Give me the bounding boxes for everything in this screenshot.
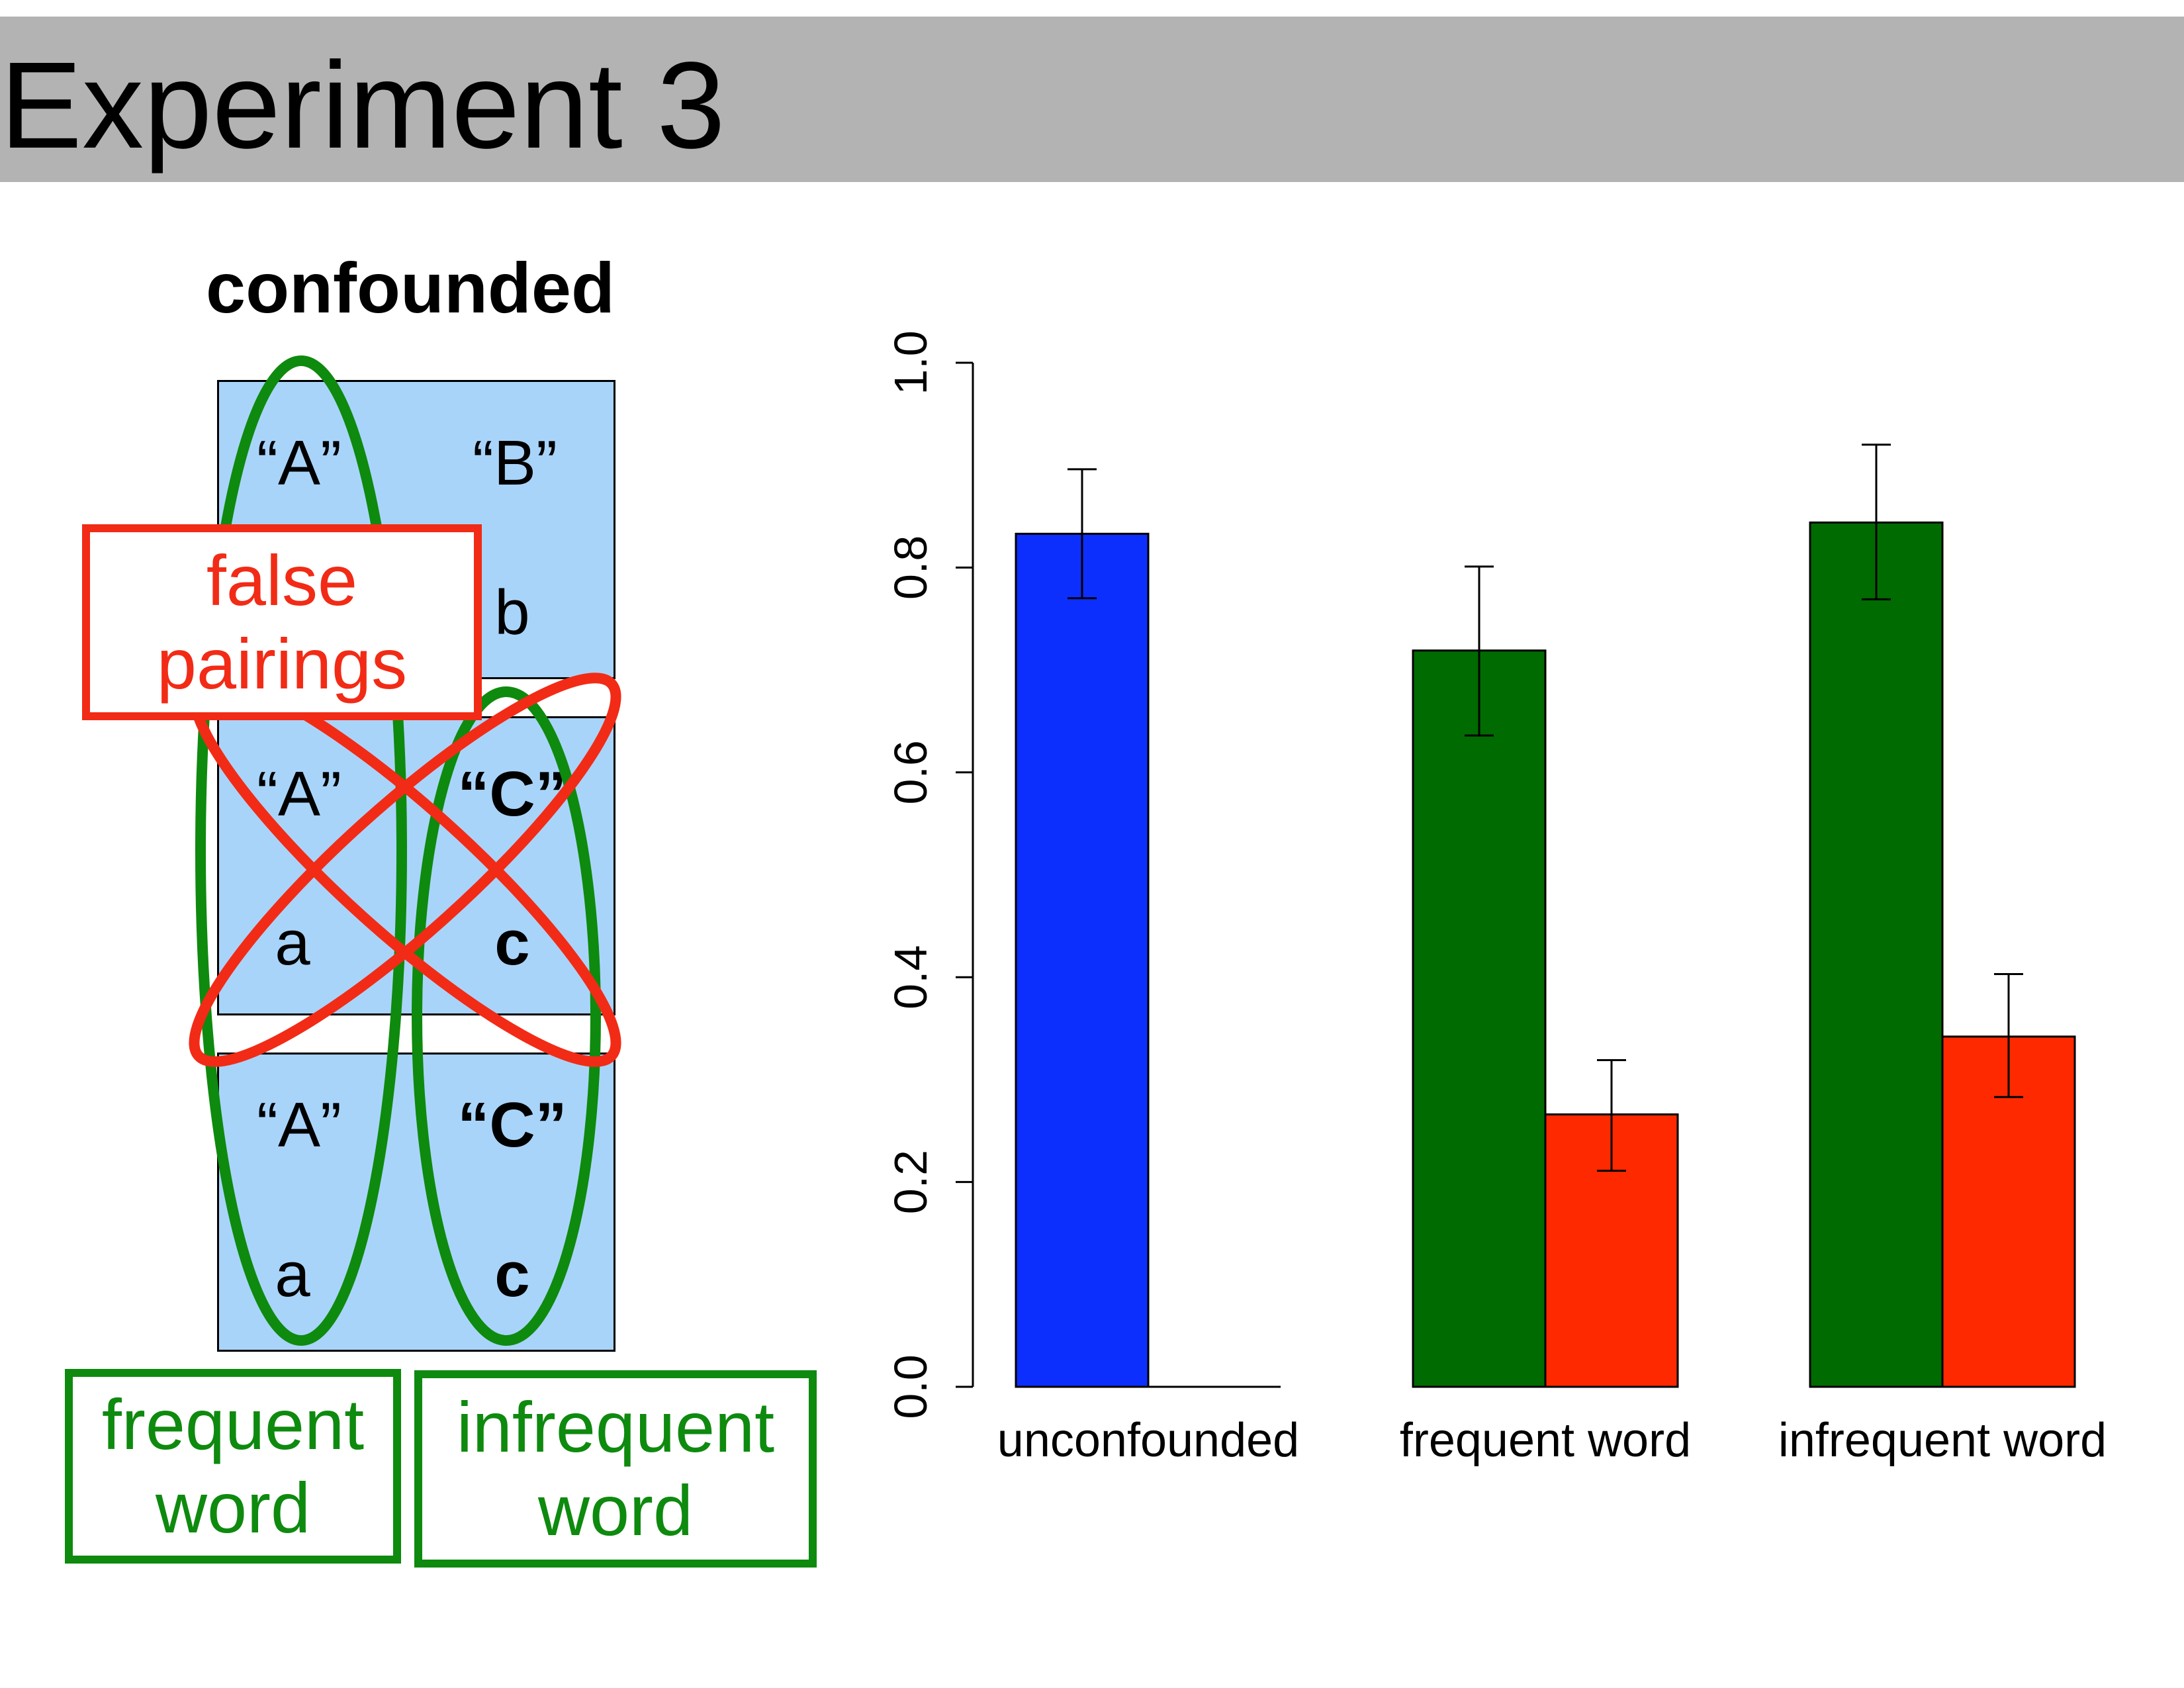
slide-title: Experiment 3 bbox=[0, 37, 725, 174]
y-tick-label: 0.0 bbox=[885, 1354, 936, 1419]
bar bbox=[1015, 532, 1150, 1388]
y-tick-label: 0.8 bbox=[885, 536, 936, 600]
title-bar bbox=[0, 17, 2184, 182]
frequent-word-line-2: word bbox=[155, 1468, 311, 1548]
infrequent-word-line-2: word bbox=[537, 1470, 694, 1550]
false-pairings-label: false pairings bbox=[82, 524, 482, 720]
infrequent-word-ellipse bbox=[412, 686, 601, 1346]
box3-left-referent: a bbox=[275, 1239, 310, 1310]
false-pairings-line-1: false bbox=[206, 539, 358, 620]
frequent-word-line-1: frequent bbox=[101, 1383, 365, 1464]
bar bbox=[1412, 649, 1547, 1388]
box3-right-word: “C” bbox=[457, 1090, 567, 1160]
infrequent-word-line-1: infrequent bbox=[456, 1386, 775, 1467]
y-tick-label: 1.0 bbox=[885, 330, 936, 395]
box2-right-referent: c bbox=[494, 908, 530, 978]
x-category-label: infrequent word bbox=[1778, 1414, 2107, 1467]
box1-right-referent: b bbox=[494, 577, 530, 648]
box2-left-referent: a bbox=[275, 908, 310, 978]
box1-right-word: “B” bbox=[473, 428, 557, 498]
pairing-ellipses bbox=[189, 355, 621, 1346]
y-tick-label: 0.4 bbox=[885, 945, 936, 1009]
frequent-word-label: frequent word bbox=[65, 1369, 401, 1564]
box3-right-referent: c bbox=[494, 1239, 530, 1310]
false-pairings-line-2: pairings bbox=[156, 624, 408, 704]
x-category-label: frequent word bbox=[1400, 1414, 1691, 1467]
infrequent-word-label: infrequent word bbox=[414, 1370, 817, 1568]
y-tick-label: 0.2 bbox=[885, 1150, 936, 1214]
x-category-label: unconfounded bbox=[997, 1414, 1299, 1467]
bar bbox=[1809, 521, 1944, 1388]
box2-left-word: “A” bbox=[257, 759, 341, 829]
box3-left-word: “A” bbox=[257, 1090, 341, 1160]
box1-left-word: “A” bbox=[257, 428, 341, 498]
frequent-word-ellipse bbox=[195, 355, 407, 1346]
false-pairing-ellipse-1 bbox=[189, 673, 621, 1067]
y-tick-label: 0.6 bbox=[885, 740, 936, 804]
diagram-title: confounded bbox=[206, 248, 615, 328]
